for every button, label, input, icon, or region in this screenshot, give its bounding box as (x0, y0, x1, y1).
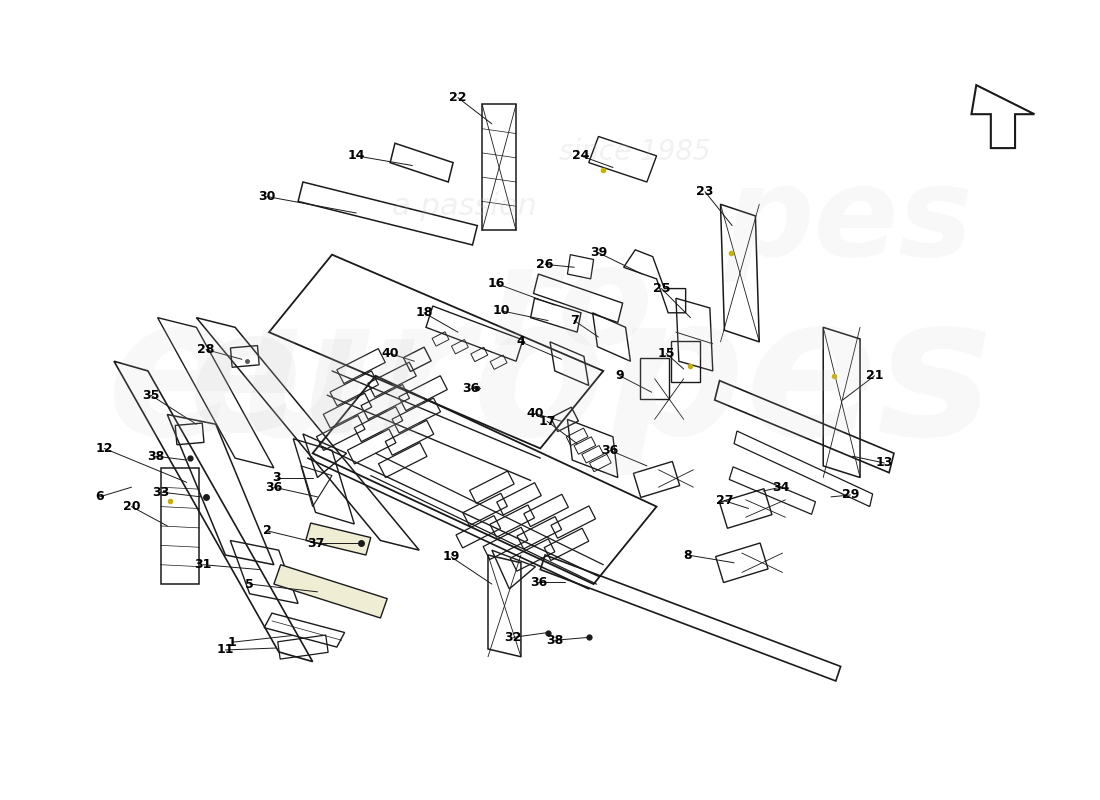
Text: 36: 36 (462, 382, 480, 395)
Text: 7: 7 (570, 314, 579, 327)
Text: 23: 23 (696, 185, 714, 198)
Text: 17: 17 (538, 415, 556, 428)
Text: 36: 36 (530, 576, 547, 589)
Text: 33: 33 (152, 486, 169, 498)
Text: 28: 28 (197, 343, 215, 356)
Text: 13: 13 (876, 457, 893, 470)
Polygon shape (274, 565, 387, 618)
Text: 29: 29 (842, 489, 859, 502)
Text: 10: 10 (493, 304, 510, 318)
Text: 32: 32 (505, 631, 521, 644)
Text: eu: eu (189, 303, 420, 466)
Text: 38: 38 (547, 634, 563, 646)
Text: 25: 25 (652, 282, 670, 295)
Text: 2: 2 (263, 524, 272, 538)
Text: 36: 36 (602, 444, 618, 457)
Text: 4: 4 (517, 335, 526, 348)
Text: 8: 8 (683, 549, 692, 562)
Text: 3: 3 (273, 471, 282, 484)
Text: europes: europes (107, 286, 993, 474)
Text: 19: 19 (442, 550, 460, 563)
Text: 11: 11 (217, 643, 234, 657)
Text: 38: 38 (147, 450, 164, 462)
Text: 15: 15 (658, 347, 675, 360)
Text: 20: 20 (123, 500, 140, 513)
Text: pes: pes (724, 162, 972, 282)
Text: 40: 40 (382, 347, 399, 360)
Polygon shape (306, 523, 371, 555)
Text: 27: 27 (716, 494, 733, 507)
Text: 18: 18 (416, 306, 432, 319)
Text: 26: 26 (537, 258, 553, 271)
Text: 9: 9 (615, 370, 624, 382)
Text: 31: 31 (195, 558, 212, 571)
Text: 5: 5 (245, 578, 254, 590)
Text: 40: 40 (527, 407, 544, 420)
Text: 1: 1 (228, 636, 236, 649)
Text: 36: 36 (265, 481, 283, 494)
Text: a passion: a passion (393, 192, 537, 221)
Text: 16: 16 (488, 278, 505, 290)
Text: 6: 6 (96, 490, 103, 503)
Text: since 1985: since 1985 (560, 138, 711, 166)
Text: 22: 22 (449, 91, 466, 104)
Text: 37: 37 (307, 537, 324, 550)
Text: 14: 14 (348, 150, 365, 162)
Text: 34: 34 (772, 481, 790, 494)
Text: 12: 12 (96, 442, 113, 455)
Text: 24: 24 (572, 150, 590, 162)
Text: 21: 21 (866, 370, 883, 382)
Text: ro: ro (490, 239, 653, 374)
Text: 30: 30 (258, 190, 276, 203)
Text: 35: 35 (142, 389, 160, 402)
Text: 39: 39 (590, 246, 607, 259)
